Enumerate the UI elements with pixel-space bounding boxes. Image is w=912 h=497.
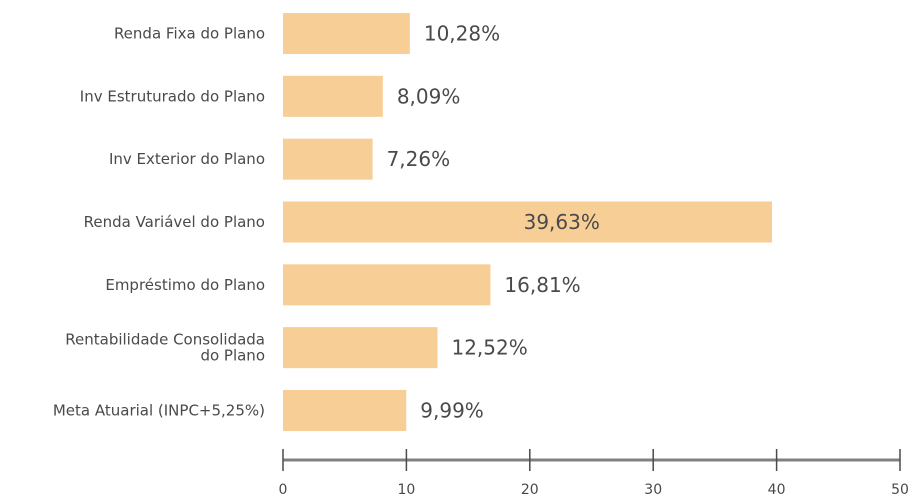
bar <box>283 138 373 180</box>
category-label: Inv Estruturado do Plano <box>80 87 265 105</box>
value-label: 9,99% <box>420 398 484 422</box>
category-label: Renda Fixa do Plano <box>114 25 265 43</box>
x-tick-label: 10 <box>397 482 415 497</box>
bars <box>283 13 773 431</box>
category-label: Inv Exterior do Plano <box>109 150 265 168</box>
bar <box>283 201 773 243</box>
value-labels: 10,28% 8,09% 7,26% 39,63% 16,81% 12,52% 9,99% <box>387 22 600 423</box>
bar <box>283 264 491 306</box>
x-tick-label: 50 <box>891 482 909 497</box>
value-label: 16,81% <box>504 273 580 297</box>
value-label: 10,28% <box>424 22 500 46</box>
bar <box>283 389 407 431</box>
category-label: Empréstimo do Plano <box>105 276 265 294</box>
category-labels: Renda Fixa do Plano Inv Estruturado do Pl… <box>53 25 265 420</box>
bar <box>283 13 410 54</box>
bar <box>283 327 438 369</box>
bar <box>283 75 383 117</box>
category-label: Meta Atuarial (INPC+5,25%) <box>53 401 265 419</box>
value-label: 12,52% <box>451 336 527 360</box>
category-label: Renda Variável do Plano <box>84 213 265 231</box>
x-axis: 0 10 20 30 40 50 <box>279 449 909 497</box>
x-tick-label: 20 <box>521 482 539 497</box>
category-label: Rentabilidade Consolidada do Plano <box>65 331 265 365</box>
x-tick-label: 40 <box>768 482 786 497</box>
x-tick-label: 0 <box>279 482 288 497</box>
value-label: 8,09% <box>397 84 461 108</box>
value-label: 7,26% <box>387 147 451 171</box>
x-tick-label: 30 <box>644 482 662 497</box>
value-label: 39,63% <box>524 210 600 234</box>
